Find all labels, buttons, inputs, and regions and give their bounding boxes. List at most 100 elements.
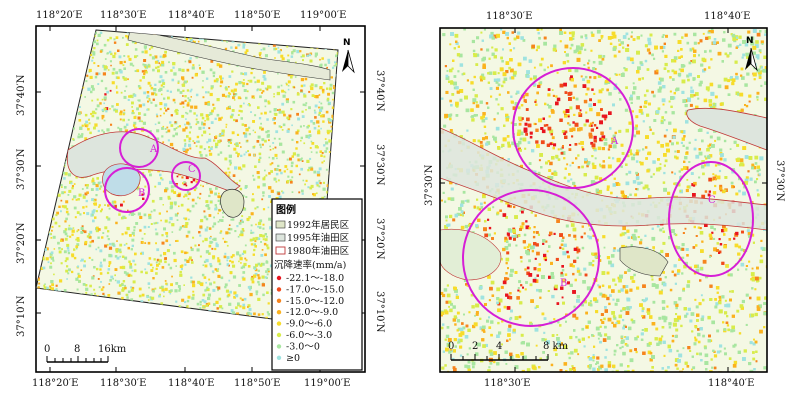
ps-point <box>239 257 243 261</box>
ps-point <box>134 48 138 51</box>
ps-point <box>259 51 262 54</box>
ps-point <box>104 58 107 60</box>
ps-point <box>279 142 283 146</box>
ps-point <box>98 286 101 289</box>
ps-point <box>225 95 227 98</box>
ps-point <box>92 275 95 278</box>
ps-point <box>171 275 173 278</box>
ps-point <box>215 300 219 304</box>
ps-point <box>69 235 72 238</box>
ps-point <box>301 157 303 160</box>
ps-point <box>226 107 229 110</box>
ps-point <box>80 227 84 231</box>
ps-point <box>150 223 153 225</box>
ps-point <box>306 159 310 163</box>
ps-point <box>121 233 124 236</box>
ps-point <box>158 212 161 215</box>
ps-point <box>173 251 176 255</box>
ps-point <box>81 133 84 136</box>
ps-point <box>222 77 224 80</box>
ps-point <box>213 237 217 241</box>
ps-point <box>308 166 311 169</box>
ps-point <box>89 131 92 135</box>
ps-point <box>141 120 143 123</box>
ps-point <box>201 134 204 137</box>
ps-point <box>159 114 162 117</box>
ps-point <box>189 256 192 260</box>
ps-point <box>193 112 196 115</box>
ps-point <box>215 242 218 245</box>
legend-class-label: -22.1～-18.0 <box>286 273 344 284</box>
ps-point <box>191 198 195 202</box>
ps-point <box>142 76 145 79</box>
ps-point <box>224 157 228 161</box>
ps-point <box>71 185 74 188</box>
ps-point <box>261 198 264 201</box>
ps-point <box>313 193 316 196</box>
ps-point <box>161 241 165 245</box>
ps-point <box>85 205 88 208</box>
ps-point <box>107 238 110 241</box>
ps-point <box>128 57 132 61</box>
ps-point <box>180 250 184 254</box>
ps-point <box>268 85 272 89</box>
ps-point <box>108 261 112 264</box>
ps-point <box>253 312 256 316</box>
ps-point <box>258 283 261 286</box>
ps-point <box>121 255 125 258</box>
legend-symbol <box>276 287 282 292</box>
ps-point <box>196 248 200 252</box>
ps-point <box>91 210 95 214</box>
ps-point <box>298 173 301 176</box>
ps-point <box>154 123 157 126</box>
left-lat-label: 37°20′N <box>16 222 27 264</box>
ps-point <box>286 100 289 104</box>
ps-point <box>191 76 194 79</box>
ps-point <box>93 202 95 205</box>
ps-point <box>93 266 96 269</box>
ps-point <box>259 156 262 159</box>
ps-point <box>114 52 117 55</box>
ps-point <box>149 263 153 267</box>
ps-point <box>300 139 302 142</box>
ps-point <box>313 170 317 174</box>
ps-point <box>107 268 111 271</box>
ps-point <box>60 239 63 242</box>
ps-point <box>166 89 169 92</box>
ps-point <box>93 199 96 202</box>
ps-point <box>318 94 321 96</box>
ps-point <box>53 248 56 250</box>
ps-point <box>192 178 196 182</box>
ps-point <box>122 118 125 122</box>
ps-point <box>208 278 211 281</box>
ps-point <box>154 93 158 96</box>
ps-point <box>125 129 129 133</box>
legend-symbol <box>276 355 282 360</box>
ps-point <box>83 264 86 268</box>
ps-point <box>113 41 117 44</box>
ps-point <box>320 127 322 130</box>
ps-point <box>71 229 75 233</box>
ps-point <box>295 61 297 64</box>
ps-point <box>325 168 328 171</box>
ps-point <box>116 280 120 284</box>
ps-point <box>226 259 229 262</box>
ps-point <box>183 284 185 286</box>
ps-point <box>100 288 104 291</box>
ps-point <box>221 132 224 135</box>
ps-point <box>99 264 103 268</box>
ps-point <box>102 232 105 234</box>
ps-point <box>220 116 223 119</box>
ps-point <box>147 100 149 103</box>
ps-point <box>283 90 286 93</box>
ps-point <box>52 259 55 262</box>
ps-point <box>169 292 172 295</box>
ps-point <box>216 307 219 310</box>
ps-point <box>140 251 144 255</box>
ps-point <box>232 275 237 279</box>
ps-point <box>317 131 321 135</box>
ps-point <box>306 126 309 129</box>
ps-point <box>280 84 283 87</box>
ps-point <box>103 119 106 122</box>
ps-point <box>189 38 193 42</box>
